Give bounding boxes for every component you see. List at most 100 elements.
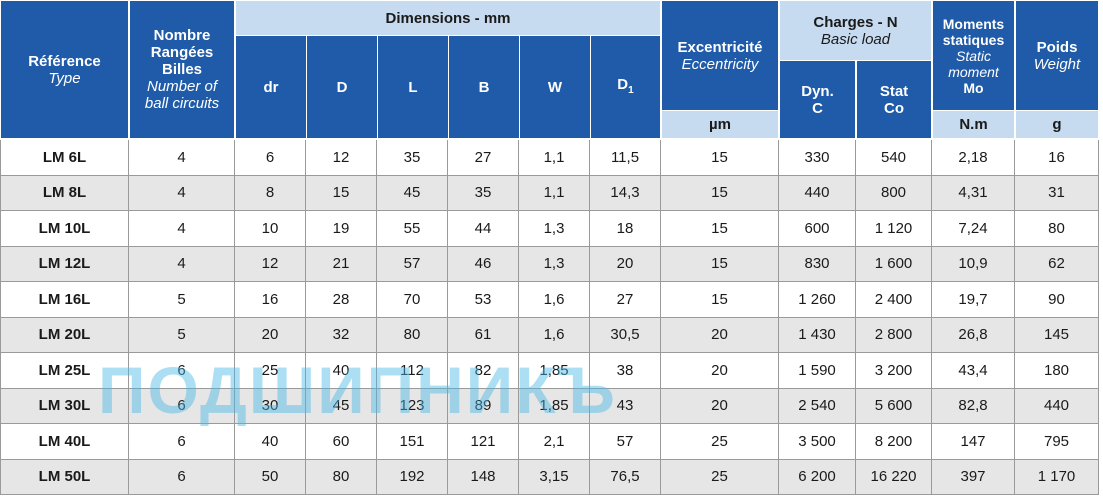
table-cell: 4	[129, 175, 235, 211]
header-cell: g	[1015, 110, 1099, 139]
header-cell: N.m	[932, 110, 1015, 139]
table-cell: 1 170	[1015, 459, 1099, 495]
header-text: D	[617, 75, 629, 93]
table-cell: 43	[590, 388, 661, 424]
table-cell: 397	[932, 459, 1015, 495]
header-text: D1	[617, 76, 633, 99]
header-text: Stat	[879, 82, 909, 100]
table-cell: 192	[377, 459, 448, 495]
table-cell: 7,24	[932, 211, 1015, 247]
table-cell: 6	[235, 140, 306, 176]
table-cell: 80	[306, 459, 377, 495]
table-cell: LM 10L	[0, 211, 129, 247]
table-cell: 43,4	[932, 353, 1015, 389]
header-text: µm	[709, 116, 731, 133]
header-text: Mo	[963, 79, 984, 96]
header-text: Excentricité	[677, 38, 763, 56]
table-cell: 148	[448, 459, 519, 495]
table-cell: 14,3	[590, 175, 661, 211]
table-cell: 60	[306, 424, 377, 460]
table-cell: 2 400	[856, 282, 932, 318]
header-text: Dyn.	[801, 82, 834, 100]
table-cell: 35	[448, 175, 519, 211]
header-cell: Charges - N Basic load	[779, 0, 932, 61]
table-cell: LM 50L	[0, 459, 129, 495]
table-cell: 121	[448, 424, 519, 460]
table-cell: 15	[306, 175, 377, 211]
header-text: Eccentricity	[681, 55, 759, 73]
header-text: Moments	[942, 15, 1005, 32]
header-text: Rangées	[150, 44, 214, 61]
header-sub: 1	[628, 84, 634, 96]
table-cell: 4	[129, 140, 235, 176]
header-cell: Moments statiques Static moment Mo	[932, 0, 1015, 111]
header-text: g	[1052, 116, 1062, 133]
table-cell: 90	[1015, 282, 1099, 318]
table-cell: 44	[448, 211, 519, 247]
table-cell: 147	[932, 424, 1015, 460]
table-cell: 5 600	[856, 388, 932, 424]
header-cell: L	[377, 35, 449, 139]
table-cell: 21	[306, 246, 377, 282]
table-cell: 45	[306, 388, 377, 424]
table-cell: 18	[590, 211, 661, 247]
table-cell: 12	[306, 140, 377, 176]
table-cell: 32	[306, 317, 377, 353]
table-cell: 46	[448, 246, 519, 282]
table-cell: 4	[129, 211, 235, 247]
header-cell: B	[448, 35, 520, 139]
header-cell: W	[519, 35, 591, 139]
table-cell: 20	[661, 353, 779, 389]
table-cell: 2,1	[519, 424, 590, 460]
table-cell: 25	[661, 424, 779, 460]
table-cell: 1,3	[519, 211, 590, 247]
header-cell: Stat Co	[856, 60, 932, 139]
header-cell: D	[306, 35, 378, 139]
table-cell: 5	[129, 317, 235, 353]
table-cell: 1,1	[519, 175, 590, 211]
table-cell: 1,1	[519, 140, 590, 176]
table-cell: 15	[661, 282, 779, 318]
table-cell: 6	[129, 424, 235, 460]
table-cell: 8	[235, 175, 306, 211]
header-cell: Poids Weight	[1015, 0, 1099, 111]
table-cell: 53	[448, 282, 519, 318]
header-text: Number of	[146, 78, 218, 95]
table-cell: 1,85	[519, 353, 590, 389]
table-cell: 50	[235, 459, 306, 495]
header-cell: Référence Type	[0, 0, 129, 139]
header-text: Référence	[28, 52, 101, 70]
table-cell: 2 540	[779, 388, 856, 424]
header-text: Dimensions - mm	[385, 9, 511, 27]
table-cell: 82,8	[932, 388, 1015, 424]
header-text: Basic load	[820, 30, 891, 48]
table-cell: 55	[377, 211, 448, 247]
header-cell: Nombre Rangées Billes Number of ball cir…	[129, 0, 235, 139]
table-cell: 82	[448, 353, 519, 389]
table-cell: 11,5	[590, 140, 661, 176]
table-cell: 25	[235, 353, 306, 389]
table-cell: LM 16L	[0, 282, 129, 318]
header-text: B	[478, 78, 490, 96]
table-cell: 6	[129, 459, 235, 495]
table-cell: LM 12L	[0, 246, 129, 282]
table-cell: 62	[1015, 246, 1099, 282]
table-cell: 20	[661, 388, 779, 424]
table-cell: 151	[377, 424, 448, 460]
table-cell: 30	[235, 388, 306, 424]
table-cell: 26,8	[932, 317, 1015, 353]
table-cell: 27	[590, 282, 661, 318]
header-text: Billes	[161, 61, 203, 78]
table-cell: 27	[448, 140, 519, 176]
table-cell: 12	[235, 246, 306, 282]
table-cell: 112	[377, 353, 448, 389]
header-text: moment	[948, 63, 999, 80]
table-cell: LM 30L	[0, 388, 129, 424]
table-cell: 20	[235, 317, 306, 353]
header-text: W	[547, 78, 563, 96]
table-cell: 38	[590, 353, 661, 389]
table-cell: 1 590	[779, 353, 856, 389]
header-text: ball circuits	[144, 95, 220, 112]
table-cell: LM 25L	[0, 353, 129, 389]
